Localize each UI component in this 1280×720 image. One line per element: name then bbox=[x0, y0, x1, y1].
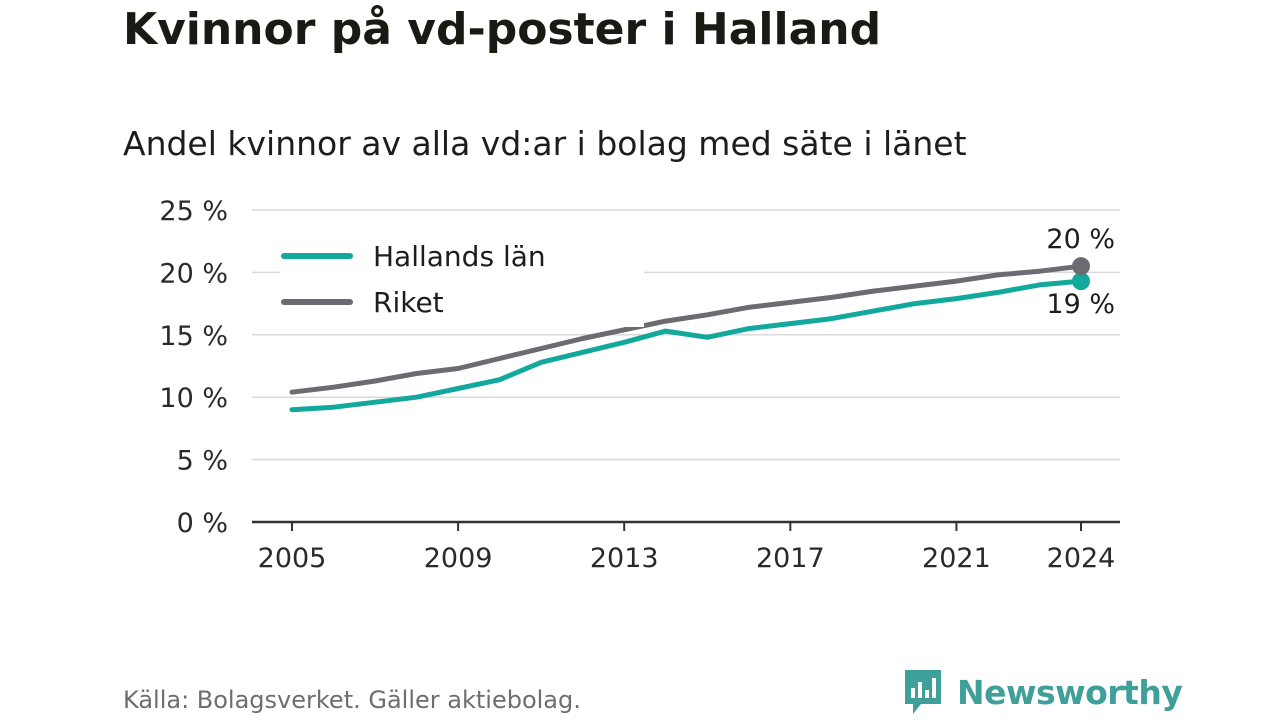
x-tick-label: 2021 bbox=[922, 543, 991, 574]
legend-background bbox=[280, 291, 644, 327]
x-tick-label: 2005 bbox=[258, 543, 327, 574]
legend-background bbox=[280, 245, 644, 281]
newsworthy-logo-icon bbox=[905, 670, 941, 714]
legend-label: Hallands län bbox=[373, 240, 546, 273]
y-tick-label: 20 % bbox=[159, 258, 228, 289]
brand-name: Newsworthy bbox=[957, 672, 1183, 712]
chart-subtitle: Andel kvinnor av alla vd:ar i bolag med … bbox=[123, 124, 967, 163]
series-line-hallands-län bbox=[289, 278, 1084, 413]
y-tick-label: 25 % bbox=[159, 196, 228, 227]
y-tick-label: 0 % bbox=[177, 508, 228, 539]
y-tick-label: 10 % bbox=[159, 383, 228, 414]
x-tick-label: 2013 bbox=[590, 543, 659, 574]
x-tick-label: 2017 bbox=[756, 543, 825, 574]
end-point-marker bbox=[1072, 257, 1090, 276]
end-value-label: 20 % bbox=[1046, 224, 1115, 255]
source-note: Källa: Bolagsverket. Gäller aktiebolag. bbox=[123, 686, 581, 714]
y-tick-label: 5 % bbox=[177, 446, 228, 477]
brand-logo: Newsworthy bbox=[903, 670, 1183, 714]
x-tick-label: 2009 bbox=[424, 543, 493, 574]
series-line-riket bbox=[289, 263, 1084, 395]
legend-label: Riket bbox=[373, 286, 444, 319]
end-point-marker bbox=[1072, 272, 1090, 291]
end-value-label: 19 % bbox=[1046, 289, 1115, 320]
chart-title: Kvinnor på vd-poster i Halland bbox=[123, 4, 882, 55]
x-tick-label: 2024 bbox=[1047, 543, 1116, 574]
y-tick-label: 15 % bbox=[159, 321, 228, 352]
